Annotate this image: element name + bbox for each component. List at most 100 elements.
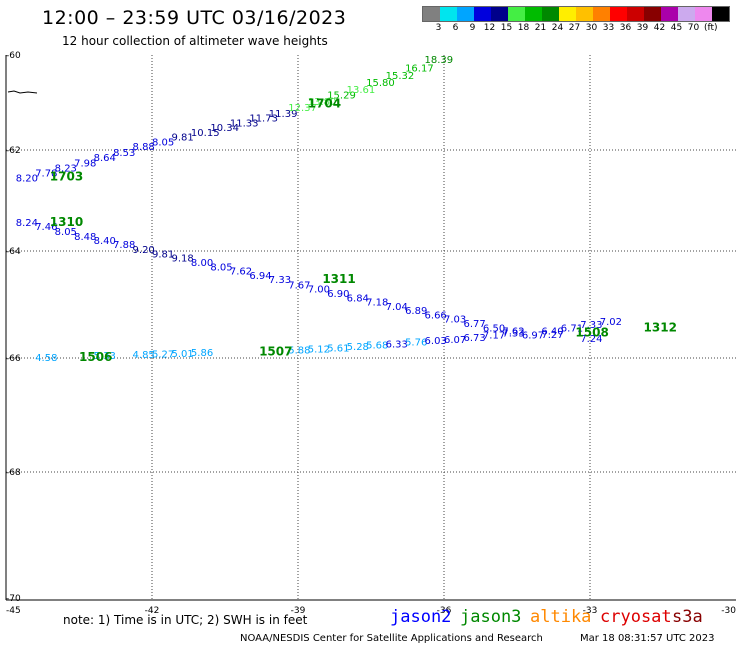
wave-height-label: 7.78 — [35, 168, 57, 179]
pass-time-label: 1310 — [50, 215, 83, 229]
wave-height-label: 4.58 — [35, 353, 57, 364]
wave-height-label: 8.05 — [55, 227, 77, 238]
color-swatch — [491, 7, 508, 21]
wave-height-label: 5.01 — [171, 349, 193, 360]
wave-height-label: 8.64 — [94, 153, 116, 164]
pass-time-label: 1704 — [308, 96, 341, 110]
wave-height-label: 16.17 — [405, 64, 434, 75]
wave-height-label: 7.03 — [444, 315, 466, 326]
wave-height-label: 7.24 — [580, 334, 602, 345]
satellite-legend-cryosat: cryosat — [600, 607, 672, 627]
lat-tick-label: -68 — [6, 468, 21, 478]
wave-height-label: 8.05 — [152, 137, 174, 148]
wave-height-label: 7.00 — [308, 285, 330, 296]
lat-tick-label: -64 — [6, 247, 21, 257]
color-scale-label: 3 — [435, 23, 442, 33]
lon-tick-label: -39 — [291, 606, 306, 616]
lat-tick-label: -60 — [6, 51, 21, 61]
color-scale-label: 9 — [469, 23, 476, 33]
color-scale-label: 45 — [670, 23, 683, 33]
wave-height-label: 7.33 — [502, 329, 524, 340]
wave-height-label: 6.03 — [425, 336, 447, 347]
wave-height-label: 6.94 — [249, 271, 271, 282]
wave-height-label: 6.33 — [386, 339, 408, 350]
wave-height-label: 7.98 — [74, 159, 96, 170]
lon-tick-label: -33 — [583, 606, 598, 616]
color-swatch — [627, 7, 644, 21]
wave-height-label: 7.17 — [483, 331, 505, 342]
color-scale-label: 18 — [517, 23, 530, 33]
wave-height-label: 5.12 — [308, 345, 330, 356]
color-scale: (ft) 3 6 9 12 15 18 21 24 27 30 33 36 39 42 45 70 — [422, 6, 730, 36]
pass-time-label: 1507 — [259, 344, 292, 358]
wave-height-label: 11.39 — [269, 109, 298, 120]
color-swatch — [423, 7, 440, 21]
color-swatch — [661, 7, 678, 21]
wave-height-label: 5.61 — [327, 344, 349, 355]
wave-height-label: 15.80 — [366, 78, 395, 89]
wave-height-label: 15.32 — [386, 71, 415, 82]
pass-time-label: 1508 — [575, 326, 608, 340]
wave-height-label: 5.27 — [152, 349, 174, 360]
color-swatch — [542, 7, 559, 21]
wave-height-label: 18.39 — [425, 55, 454, 66]
color-swatch — [593, 7, 610, 21]
wave-height-label: 6.84 — [347, 293, 369, 304]
color-scale-label: 24 — [551, 23, 564, 33]
wave-height-label: 6.71 — [561, 323, 583, 334]
color-scale-label: 12 — [483, 23, 496, 33]
color-swatch — [457, 7, 474, 21]
color-swatch — [440, 7, 457, 21]
color-scale-label: 39 — [636, 23, 649, 33]
wave-height-label: 10.34 — [210, 123, 239, 134]
credit-date: Mar 18 08:31:57 UTC 2023 — [580, 633, 715, 644]
wave-height-label: 11.33 — [230, 118, 259, 129]
color-scale-labels: (ft) 3 6 9 12 15 18 21 24 27 30 33 36 39 42 45 70 — [422, 22, 730, 36]
lon-tick-label: -42 — [145, 606, 160, 616]
pass-time-label: 1312 — [644, 320, 677, 334]
color-swatch — [678, 7, 695, 21]
pass-time-label: 1311 — [322, 272, 355, 286]
satellite-legend-jason2: jason2 — [390, 607, 452, 627]
lat-tick-label: -66 — [6, 354, 21, 364]
lon-tick-label: -30 — [721, 606, 736, 616]
satellite-legend-jason3: jason3 — [460, 607, 522, 627]
wave-height-label: 7.27 — [541, 330, 563, 341]
wave-height-label: 8.23 — [55, 164, 77, 175]
wave-height-label: 5.28 — [347, 342, 369, 353]
wave-height-label: 6.89 — [405, 306, 427, 317]
wave-height-label: 7.02 — [600, 317, 622, 328]
wave-height-label: 7.18 — [366, 298, 388, 309]
wave-height-label: 5.88 — [288, 346, 310, 357]
lon-tick-label: -45 — [6, 606, 21, 616]
color-scale-swatches — [422, 6, 730, 22]
wave-height-label: 5.33 — [94, 351, 116, 362]
satellite-legend-s3a: s3a — [672, 607, 703, 627]
wave-height-label: 10.15 — [191, 128, 220, 139]
color-scale-label: 33 — [602, 23, 615, 33]
wave-height-label: 7.62 — [502, 326, 524, 337]
wave-height-label: 7.33 — [269, 275, 291, 286]
wave-height-label: 15.29 — [327, 91, 356, 102]
wave-height-label: 5.86 — [191, 348, 213, 359]
wave-height-label: 7.62 — [230, 267, 252, 278]
color-swatch — [644, 7, 661, 21]
color-scale-label: 6 — [452, 23, 459, 33]
color-scale-label: 15 — [500, 23, 513, 33]
lat-tick-label: -70 — [6, 594, 21, 604]
wave-height-label: 8.88 — [133, 142, 155, 153]
wave-height-label: 5.68 — [366, 340, 388, 351]
wave-height-label: 9.81 — [152, 249, 174, 260]
wave-height-label: 8.05 — [210, 262, 232, 273]
page-title: 12:00 – 23:59 UTC 03/16/2023 — [42, 7, 347, 29]
wave-height-label: 8.48 — [74, 232, 96, 243]
wave-height-label: 6.97 — [522, 331, 544, 342]
wave-height-label: 7.88 — [113, 240, 135, 251]
wave-height-label: 6.77 — [463, 319, 485, 330]
lon-tick-label: -36 — [437, 606, 452, 616]
color-scale-label: 70 — [687, 23, 700, 33]
color-swatch — [712, 7, 729, 21]
wave-height-label: 4.85 — [133, 350, 155, 361]
pass-time-label: 1703 — [50, 169, 83, 183]
